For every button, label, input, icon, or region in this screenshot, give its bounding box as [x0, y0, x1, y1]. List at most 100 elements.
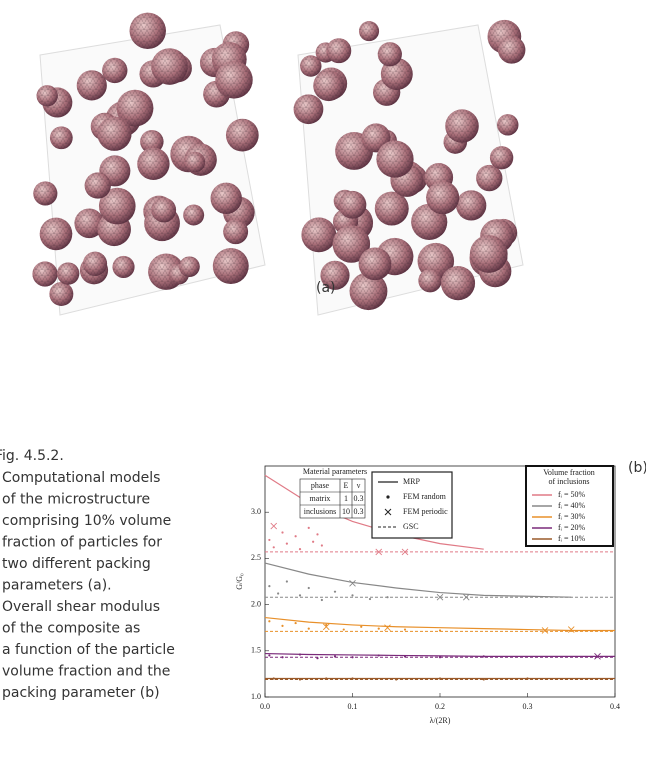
fem-periodic-point: [349, 580, 356, 587]
sphere-mesh: [377, 42, 402, 67]
fem-random-point: [320, 544, 323, 547]
x-tick-label: 0.0: [260, 702, 270, 711]
sphere-mesh: [179, 256, 200, 277]
fem-random-point: [316, 533, 319, 536]
legend-title: of inclusions: [548, 477, 589, 486]
fem-random-point: [386, 596, 389, 599]
sphere-mesh: [358, 21, 380, 42]
fem-periodic-point: [384, 624, 391, 632]
fem-random-point: [294, 621, 297, 625]
fem-random-point: [342, 628, 345, 631]
caption-line: Computational models: [2, 470, 160, 486]
fem-random-point: [272, 546, 275, 549]
fem-random-point: [526, 677, 529, 680]
caption-line: two different packing: [2, 556, 151, 572]
fem-random-point: [277, 592, 280, 595]
caption-line: a function of the particle: [2, 642, 175, 658]
x-tick-label: 0.1: [348, 702, 358, 711]
fem-random-point: [281, 531, 284, 534]
sphere-mesh: [358, 247, 392, 281]
caption-line: packing parameter (b): [2, 685, 160, 701]
fem-random-point: [298, 678, 302, 681]
sphere-mesh: [36, 85, 58, 107]
x-tick-label: 0.2: [435, 702, 445, 711]
fem-random-point: [403, 628, 407, 631]
table-cell: 0.3: [354, 507, 364, 516]
sphere-mesh: [49, 282, 74, 306]
sphere-mesh: [212, 248, 249, 284]
sphere-mesh: [102, 57, 128, 84]
fem-random-point: [320, 598, 323, 602]
fem-random-point: [281, 656, 284, 659]
legend-label: FEM random: [403, 492, 447, 501]
caption: Computational models of the microstructur…: [2, 470, 175, 701]
sphere-mesh: [210, 182, 242, 215]
label-b: (b): [628, 460, 646, 476]
sphere-mesh: [184, 151, 206, 173]
fem-periodic-point: [322, 623, 330, 631]
sphere-mesh: [426, 181, 460, 215]
sphere-mesh: [225, 118, 259, 152]
fem-random-point: [351, 677, 354, 680]
sphere-mesh: [313, 70, 345, 102]
sphere-mesh: [56, 262, 80, 285]
fem-random-point: [281, 624, 284, 627]
fem-random-point: [325, 677, 328, 680]
sphere-mesh: [476, 164, 503, 192]
fem-random-point: [307, 586, 310, 590]
caption-line: fraction of particles for: [2, 535, 162, 551]
sphere-mesh: [97, 116, 132, 151]
y-tick-label: 2.0: [251, 599, 261, 608]
fem-random-point: [285, 542, 288, 545]
sphere-mesh: [215, 61, 253, 99]
fem-random-point: [268, 620, 271, 623]
fem-random-point: [482, 678, 485, 681]
table-cell: inclusions: [304, 507, 336, 516]
caption-title: Fig. 4.5.2.: [0, 448, 64, 464]
sphere-mesh: [497, 114, 519, 136]
sphere-mesh: [84, 172, 111, 199]
fem-random-point: [438, 677, 442, 680]
table-cell: matrix: [310, 494, 331, 503]
y-axis-label: G/G₀: [235, 573, 244, 590]
legend-label: fᵢ = 30%: [558, 512, 585, 521]
sphere-mesh: [469, 235, 508, 273]
sphere-mesh: [418, 268, 442, 293]
x-tick-label: 0.4: [610, 702, 620, 711]
fem-periodic-point: [375, 548, 383, 556]
fem-periodic-point: [541, 627, 549, 634]
fem-random-point: [285, 580, 288, 583]
sphere-mesh: [32, 261, 58, 287]
y-tick-label: 1.0: [251, 692, 261, 701]
legend-key: [386, 495, 390, 499]
fem-random-point: [325, 623, 328, 627]
caption-line: of the microstructure: [2, 492, 150, 508]
table-cell: 1: [344, 494, 348, 503]
fem-random-point: [312, 540, 315, 543]
fem-random-point: [298, 594, 302, 597]
table-frame: [299, 478, 366, 519]
legend-title: Volume fraction: [543, 468, 595, 477]
caption-line: comprising 10% volume: [2, 513, 171, 529]
fem-random-point: [298, 548, 302, 551]
legend-label: fᵢ = 40%: [558, 501, 585, 510]
caption-line: volume fraction and the: [2, 664, 170, 680]
sphere-mesh: [223, 219, 249, 245]
sphere-mesh: [445, 109, 479, 143]
fem-random-point: [403, 655, 407, 658]
sphere-mesh: [338, 190, 367, 219]
fem-random-point: [395, 678, 398, 681]
sphere-mesh: [489, 146, 514, 170]
fem-random-point: [298, 653, 302, 656]
fem-random-point: [482, 655, 485, 658]
x-tick-label: 0.3: [523, 702, 533, 711]
microstructure-images: [32, 12, 526, 316]
fem-random-point: [316, 657, 319, 660]
fem-periodic-point: [436, 593, 444, 601]
y-tick-label: 1.5: [251, 646, 261, 655]
sphere-mesh: [76, 70, 107, 101]
sphere-mesh: [39, 217, 73, 251]
fem-periodic-point: [567, 626, 575, 633]
